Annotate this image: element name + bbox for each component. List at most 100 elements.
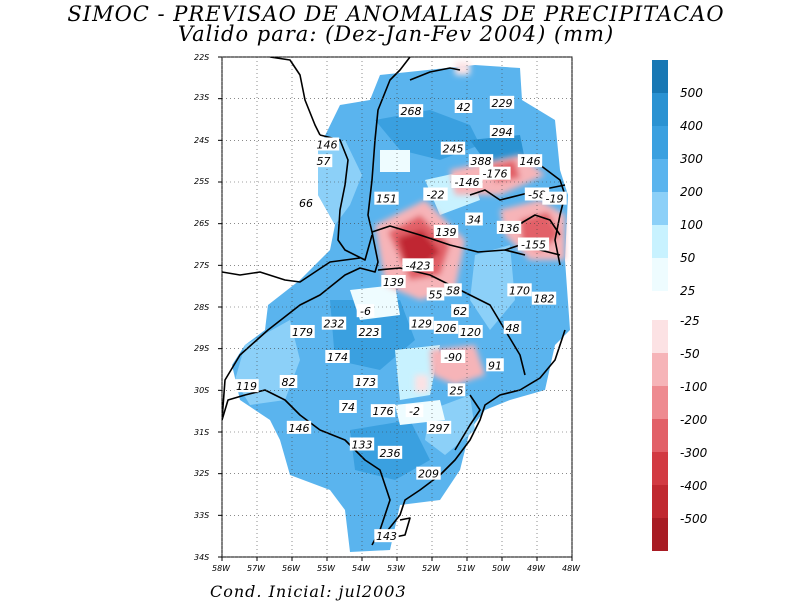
value-text: 206 [436, 322, 457, 335]
value-text: 388 [471, 155, 492, 168]
legend-swatch [652, 192, 668, 225]
anomaly-value-label: 74 [339, 400, 357, 414]
value-text: 48 [506, 322, 520, 335]
value-text: 91 [488, 359, 502, 372]
label-background [290, 325, 315, 338]
label-background [542, 191, 567, 205]
legend-negative-scale: -25 -50 -100 -200 -300 -400 -500 [652, 314, 708, 551]
anomaly-value-label: 129 [409, 316, 434, 331]
value-text: 236 [380, 447, 401, 460]
anomaly-value-label: 42 [454, 100, 473, 114]
value-text: 146 [520, 155, 541, 168]
legend-label: -300 [680, 446, 708, 460]
anomaly-value-label: 136 [496, 220, 522, 235]
label-background [433, 225, 459, 238]
label-background [423, 187, 448, 201]
anomaly-value-label: 58 [444, 283, 462, 297]
value-text: 179 [292, 326, 313, 339]
boundary-line [319, 134, 373, 261]
value-text: 209 [418, 468, 439, 481]
lat-label: 30S [194, 386, 209, 395]
value-text: 139 [436, 226, 457, 239]
anomaly-value-label: -423 [402, 258, 434, 272]
value-text: 66 [299, 197, 313, 210]
value-text: -19 [546, 193, 564, 206]
anomaly-value-label: 119 [234, 379, 259, 393]
value-text: -176 [483, 168, 508, 181]
label-background [398, 104, 424, 118]
value-text: -146 [455, 176, 480, 189]
label-background [356, 325, 382, 338]
legend-label: 25 [680, 284, 695, 298]
anomaly-value-label: 82 [279, 375, 298, 389]
label-background [374, 191, 399, 205]
anomaly-value-label: -90 [440, 350, 466, 364]
legend-swatch [652, 485, 668, 518]
boundary-line [454, 394, 481, 451]
label-background [349, 437, 375, 451]
legend-swatch [652, 386, 668, 419]
anomaly-region-neutral [395, 345, 440, 400]
label-background [507, 283, 532, 297]
anomaly-value-label: 174 [325, 350, 350, 364]
anomaly-value-label: 91 [486, 358, 504, 372]
boundary-lines [222, 57, 566, 546]
label-background [517, 237, 550, 251]
anomaly-value-label: 223 [356, 325, 382, 339]
label-background [405, 404, 424, 418]
lat-label: 25S [194, 177, 209, 186]
legend-label: 500 [680, 86, 703, 100]
map-title: SIMOC - PREVISAO DE ANOMALIAS DE PRECIPI… [67, 2, 725, 26]
legend-label: 200 [680, 185, 703, 199]
value-text: 57 [317, 155, 331, 168]
label-background [426, 420, 452, 434]
label-background [531, 291, 557, 305]
anomaly-region-negative [415, 375, 428, 392]
axis-ticks [218, 56, 573, 561]
color-legend: 500 400 300 200 100 50 25 -25 -50 -100 -200 -300 -4… [652, 60, 708, 551]
lat-label: 31S [194, 428, 209, 437]
value-text: 58 [446, 284, 460, 297]
legend-swatch [652, 60, 668, 93]
lon-label: 55W [317, 564, 336, 573]
anomaly-value-label: 34 [465, 212, 483, 227]
value-text: 139 [383, 276, 404, 289]
legend-positive-scale: 500 400 300 200 100 50 25 [652, 60, 703, 298]
lat-label: 33S [194, 511, 209, 520]
anomaly-value-label: 48 [503, 320, 522, 335]
value-text: 170 [509, 284, 530, 297]
anomaly-value-label: 206 [433, 320, 459, 335]
label-background [458, 325, 483, 338]
label-background [381, 275, 406, 288]
boundary-line [269, 57, 321, 136]
legend-label: 50 [680, 251, 696, 265]
lat-label: 22S [194, 53, 209, 62]
label-background [409, 316, 434, 330]
anomaly-value-label: -176 [479, 166, 511, 181]
lat-label: 23S [194, 93, 209, 102]
value-text: 173 [355, 376, 376, 389]
anomaly-value-label: 176 [370, 404, 396, 418]
anomaly-value-label: -2 [405, 404, 424, 418]
lat-label: 24S [194, 136, 209, 145]
lat-label: 28S [194, 303, 209, 312]
anomaly-value-labels: 268 42 229 146 245 294 57 388 146 -176-146 -58 -19 6… [234, 95, 567, 543]
anomaly-region-light [470, 245, 515, 330]
legend-swatch [652, 353, 668, 386]
value-text: 146 [317, 139, 338, 152]
boundary-line [387, 329, 566, 531]
label-background [486, 358, 504, 372]
legend-label: -100 [680, 380, 708, 394]
label-background [356, 304, 375, 318]
label-background [297, 195, 315, 209]
label-background [339, 400, 357, 413]
label-background [489, 95, 515, 109]
legend-label: 400 [680, 119, 703, 133]
value-text: 182 [534, 293, 555, 306]
label-background [377, 445, 403, 459]
latitude-labels: 22S 23S 24S 25S 26S 27S 28S 29S 30S 31S … [194, 53, 209, 562]
legend-swatch [652, 126, 668, 159]
boundary-line [517, 214, 561, 236]
lon-label: 53W [387, 564, 406, 573]
label-background [444, 283, 462, 297]
